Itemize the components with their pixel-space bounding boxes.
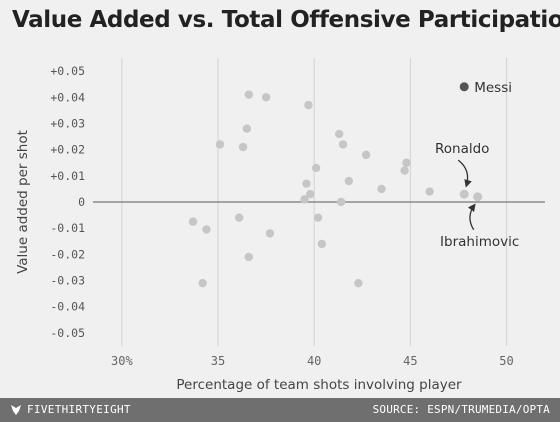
scatter-point: [302, 179, 311, 188]
y-axis-title: Value added per shot: [15, 130, 31, 274]
scatter-point: [377, 184, 386, 194]
scatter-point: [402, 158, 411, 167]
scatter-point: [306, 189, 315, 199]
scatter-point: [265, 229, 275, 238]
y-tick-label: -0.01: [50, 221, 85, 235]
brand-name: FIVETHIRTYEIGHT: [27, 403, 131, 416]
scatter-point: [313, 213, 323, 222]
scatter-point: [344, 176, 354, 186]
y-tick-label: -0.02: [50, 247, 85, 261]
fox-icon: [11, 404, 21, 415]
y-tick-label: -0.05: [50, 326, 85, 340]
point-ibrahimovic: [473, 192, 483, 202]
y-tick-label: +0.01: [50, 169, 85, 183]
chart-title: Value Added vs. Total Offensive Particip…: [12, 7, 560, 33]
y-tick-label: -0.03: [50, 274, 85, 288]
y-tick-label: +0.02: [50, 143, 85, 157]
point-ronaldo: [459, 189, 469, 199]
scatter-point: [244, 90, 253, 99]
scatter-point: [238, 142, 248, 152]
scatter-point: [304, 100, 313, 110]
y-tick-label: +0.05: [50, 64, 85, 78]
scatter-point: [400, 166, 409, 175]
scatter-point: [188, 217, 198, 226]
scatter-point: [234, 213, 244, 222]
x-tick-label: 30%: [111, 354, 133, 368]
label-messi: Messi: [474, 80, 512, 96]
brand-logo: FIVETHIRTYEIGHT: [10, 403, 131, 416]
scatter-point: [336, 197, 346, 207]
scatter-point: [317, 239, 327, 249]
y-tick-label: +0.03: [50, 116, 85, 130]
scatter-point: [338, 140, 348, 149]
scatter-point: [202, 225, 211, 234]
scatter-point: [261, 93, 271, 102]
scatter-point: [311, 163, 321, 173]
y-tick-label: +0.04: [50, 90, 85, 104]
scatter-point: [425, 187, 434, 196]
source-credit: SOURCE: ESPN/TRUMEDIA/OPTA: [372, 403, 550, 416]
scatter-point: [242, 124, 252, 133]
scatter-point: [354, 278, 363, 288]
label-ibrahimovic: Ibrahimovic: [440, 234, 519, 250]
point-messi: [459, 82, 469, 92]
y-tick-label: 0: [78, 195, 85, 209]
scatter-point: [361, 150, 371, 160]
y-tick-label: -0.04: [50, 300, 85, 314]
x-tick-label: 45: [403, 354, 417, 368]
arrow-ibrahimovic: [467, 203, 476, 231]
arrow-ronaldo: [457, 159, 472, 188]
footer-bar: FIVETHIRTYEIGHT SOURCE: ESPN/TRUMEDIA/OP…: [0, 398, 560, 422]
x-tick-label: 35: [211, 354, 225, 368]
scatter-point: [334, 129, 344, 139]
x-axis-title: Percentage of team shots involving playe…: [176, 377, 462, 393]
scatter-point: [300, 195, 309, 204]
scatter-point: [198, 278, 207, 288]
scatter-point: [215, 140, 225, 149]
scatter-chart: 30% 35 40 45 50 +0.05 +0.04 +0.03 +0.02 +0.01 0 -0.…: [15, 58, 545, 393]
x-tick-label: 40: [307, 354, 321, 368]
label-ronaldo: Ronaldo: [435, 141, 489, 157]
x-tick-label: 50: [499, 354, 513, 368]
scatter-point: [244, 252, 253, 262]
